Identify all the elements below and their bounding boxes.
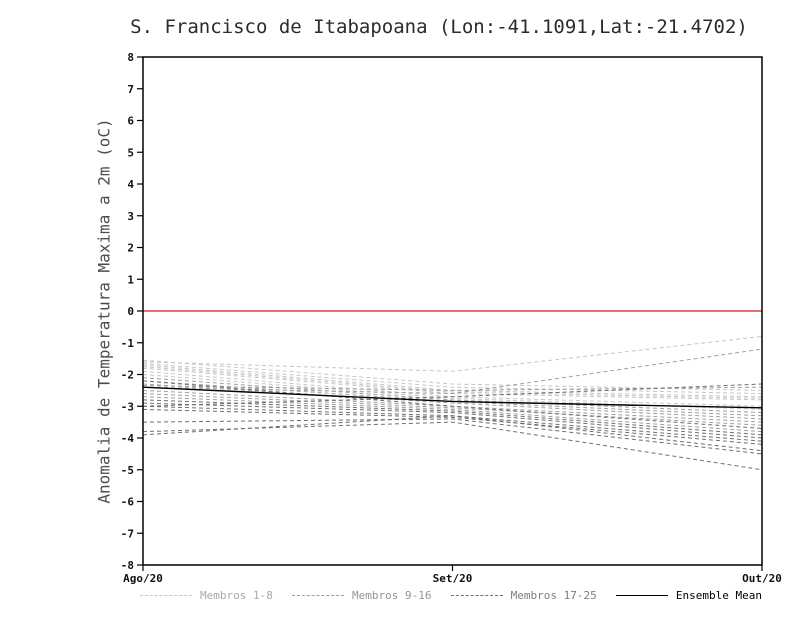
legend-label: Membros 17-25 [510,588,597,602]
ensemble-mean-line [142,386,763,409]
ensemble-member-line [142,421,763,471]
ensemble-member-line [142,393,763,426]
y-tick-label: -7 [121,527,134,540]
dashed-line-sample-icon [140,594,192,596]
y-tick-label: 2 [127,242,134,255]
plot-frame [142,56,763,566]
ensemble-member-line [142,399,763,436]
dashed-line-sample-icon [292,594,345,596]
x-tick-label: Set/20 [433,572,473,585]
x-tick-label: Ago/20 [123,572,163,585]
y-tick-label: -2 [121,369,134,382]
ensemble-member-line [142,348,763,395]
y-tick-label: -8 [121,559,134,572]
y-tick-label: 6 [127,115,134,128]
legend-label: Membros 9-16 [352,588,432,602]
y-tick-label: 3 [127,210,134,223]
legend-label: Ensemble Mean [675,588,762,602]
y-tick-label: 1 [127,273,134,286]
ensemble-member-line [142,377,763,414]
y-tick-label: 8 [127,51,134,64]
ensemble-member-line [142,335,763,372]
ensemble-member-line [142,396,763,433]
ensemble-member-line [142,374,763,410]
ensemble-member-line [142,366,763,399]
y-tick-label: -6 [121,496,135,509]
y-tick-label: 4 [127,178,134,191]
ensemble-member-line [142,385,763,391]
legend-item: Membros 9-16 [292,588,432,602]
ensemble-member-line [142,359,763,391]
y-tick-label: -3 [121,400,134,413]
x-tick-label: Out/20 [742,572,782,585]
ensemble-member-line [142,383,763,407]
y-tick-label: -1 [121,337,135,350]
y-tick-label: 7 [127,83,134,96]
ensemble-member-line [142,402,763,439]
legend-item: Membros 1-8 [140,589,273,602]
ensemble-member-line [142,408,763,445]
legend-item: Membros 17-25 [450,588,597,602]
chart-title: S. Francisco de Itabapoana (Lon:-41.1091… [130,16,748,38]
ensemble-member-line [142,383,763,420]
y-tick-label: -4 [121,432,135,445]
ensemble-member-line [142,380,763,429]
ensemble-member-line [142,415,763,452]
legend-label: Membros 1-8 [200,588,273,602]
ensemble-member-line [142,418,763,455]
y-tick-label: 0 [127,305,134,318]
dashed-line-sample-icon [450,594,503,596]
y-tick-label: 5 [127,146,134,159]
chart-legend: Membros 1-8 Membros 9-16 Membros 17-25 Ense… [140,585,762,605]
solid-line-sample-icon [615,594,668,596]
legend-item: Ensemble Mean [615,588,762,602]
y-tick-label: -5 [121,464,134,477]
ensemble-member-line [142,362,763,395]
